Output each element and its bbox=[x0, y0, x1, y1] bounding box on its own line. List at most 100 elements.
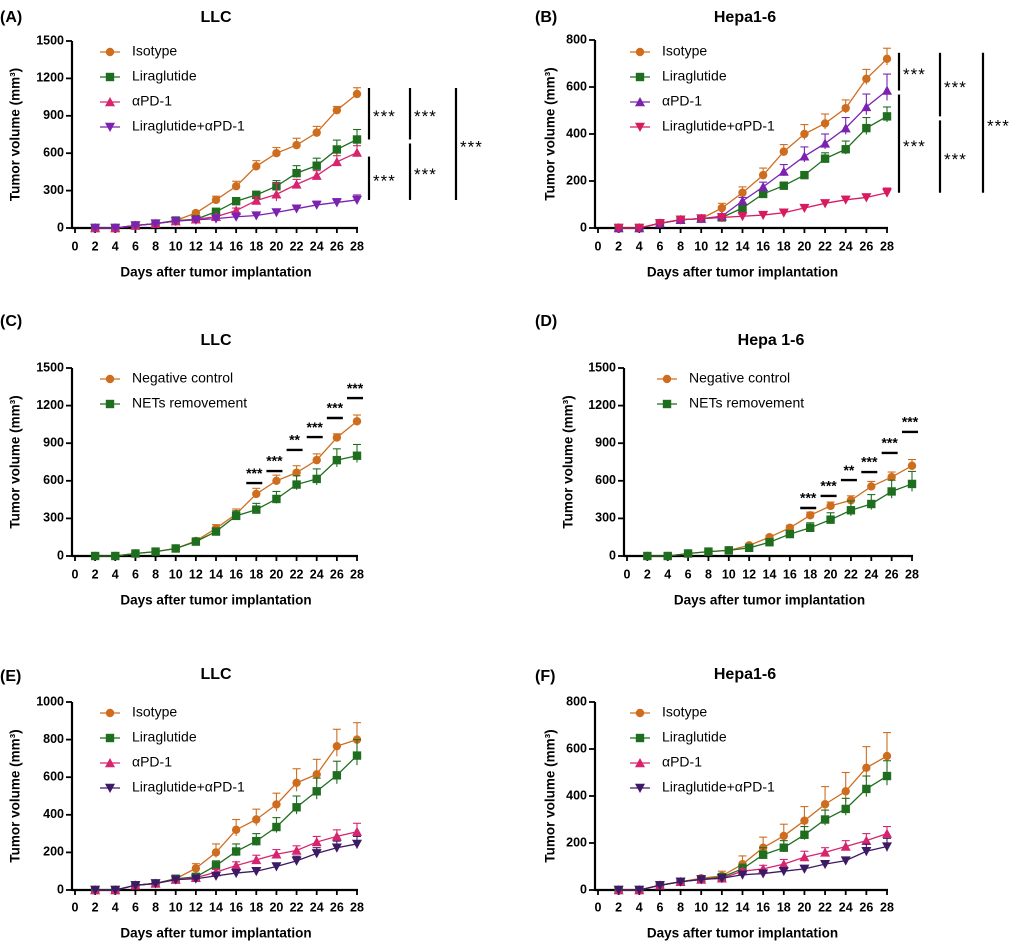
significance-label: ** bbox=[289, 432, 300, 448]
x-tick-label: 12 bbox=[189, 567, 203, 581]
y-axis-label: Tumor volume (mm³) bbox=[8, 68, 23, 201]
x-tick-label: 12 bbox=[189, 900, 203, 914]
data-point bbox=[675, 215, 686, 225]
chart-title: LLC bbox=[200, 666, 232, 683]
y-tick-label: 600 bbox=[566, 79, 587, 93]
data-point bbox=[840, 123, 851, 133]
y-tick-label: 300 bbox=[43, 183, 64, 197]
data-point bbox=[130, 221, 141, 231]
x-tick-label: 20 bbox=[269, 239, 283, 253]
data-point bbox=[271, 862, 282, 872]
data-point bbox=[291, 204, 302, 214]
legend-label: αPD-1 bbox=[132, 93, 172, 109]
data-point bbox=[799, 864, 810, 874]
x-tick-label: 22 bbox=[290, 900, 304, 914]
x-tick-label: 14 bbox=[209, 239, 223, 253]
legend-item: Liraglutide bbox=[100, 729, 197, 745]
legend-marker bbox=[105, 758, 115, 768]
data-point bbox=[882, 828, 892, 838]
data-point bbox=[613, 885, 624, 895]
significance-label: *** bbox=[460, 137, 483, 156]
data-point bbox=[778, 208, 789, 218]
data-point bbox=[862, 784, 871, 794]
y-tick-label: 900 bbox=[43, 435, 64, 449]
significance-marker: *** bbox=[820, 478, 837, 498]
x-tick-label: 2 bbox=[92, 567, 99, 581]
x-tick-label: 20 bbox=[797, 239, 811, 253]
data-point bbox=[252, 162, 261, 171]
significance-label: *** bbox=[246, 465, 263, 481]
data-point bbox=[724, 546, 733, 555]
x-tick-label: 28 bbox=[350, 239, 364, 253]
data-point bbox=[820, 154, 830, 163]
data-point bbox=[312, 161, 321, 170]
data-point bbox=[826, 515, 835, 524]
x-tick-label: 8 bbox=[152, 239, 159, 253]
legend-item: Isotype bbox=[100, 704, 177, 720]
data-point bbox=[840, 856, 851, 866]
data-point bbox=[778, 867, 789, 877]
x-tick-label: 6 bbox=[656, 239, 663, 253]
data-point bbox=[882, 842, 892, 852]
data-point bbox=[332, 433, 342, 442]
legend-marker bbox=[105, 733, 115, 743]
series-line bbox=[95, 843, 358, 891]
y-tick-label: 600 bbox=[566, 741, 587, 755]
data-point bbox=[841, 103, 850, 113]
legend-label: Liraglutide bbox=[662, 729, 727, 745]
x-tick-label: 16 bbox=[229, 567, 243, 581]
legend-label: αPD-1 bbox=[662, 93, 702, 109]
data-point bbox=[820, 847, 831, 857]
y-tick-label: 1200 bbox=[36, 398, 64, 412]
y-tick-label: 400 bbox=[566, 788, 587, 802]
legend-item: αPD-1 bbox=[630, 93, 702, 109]
data-point bbox=[779, 843, 788, 852]
data-point bbox=[211, 861, 221, 870]
data-point bbox=[312, 474, 321, 484]
data-point bbox=[272, 494, 281, 504]
legend-item: Isotype bbox=[100, 43, 177, 59]
data-point bbox=[737, 212, 748, 222]
data-point bbox=[130, 881, 141, 891]
data-point bbox=[251, 195, 262, 205]
x-tick-label: 26 bbox=[330, 900, 344, 914]
data-point bbox=[820, 119, 830, 128]
legend-marker bbox=[662, 374, 672, 384]
data-point bbox=[332, 771, 342, 780]
x-tick-label: 16 bbox=[756, 900, 770, 914]
panel-label: (F) bbox=[535, 668, 555, 685]
significance-label: *** bbox=[414, 107, 437, 126]
data-point bbox=[696, 214, 707, 224]
x-tick-label: 0 bbox=[624, 567, 631, 581]
data-point bbox=[799, 203, 810, 214]
significance-marker: ** bbox=[840, 462, 857, 482]
significance-label: *** bbox=[373, 107, 396, 126]
data-point bbox=[211, 848, 221, 857]
x-tick-label: 8 bbox=[677, 900, 684, 914]
data-point bbox=[150, 219, 161, 229]
x-tick-label: 18 bbox=[249, 567, 263, 581]
legend-marker bbox=[662, 399, 672, 409]
x-tick-label: 10 bbox=[169, 900, 183, 914]
data-point bbox=[312, 770, 321, 779]
data-point bbox=[758, 210, 769, 221]
significance-bracket: *** bbox=[897, 94, 925, 193]
data-point bbox=[190, 215, 201, 225]
x-tick-label: 24 bbox=[310, 567, 324, 581]
x-tick-label: 12 bbox=[715, 900, 729, 914]
series-NETs removement bbox=[90, 443, 362, 561]
legend-label: Isotype bbox=[662, 43, 707, 59]
data-point bbox=[271, 189, 282, 199]
data-point bbox=[683, 549, 693, 558]
x-tick-label: 8 bbox=[705, 567, 712, 581]
series-αPD-1 bbox=[90, 145, 362, 233]
series-line bbox=[647, 465, 913, 557]
significance-label: *** bbox=[820, 478, 837, 494]
x-tick-label: 14 bbox=[763, 567, 777, 581]
y-tick-label: 800 bbox=[566, 694, 587, 708]
y-tick-label: 0 bbox=[580, 882, 587, 896]
legend-label: Liraglutide+αPD-1 bbox=[662, 118, 775, 134]
legend-item: Negative control bbox=[657, 370, 790, 386]
